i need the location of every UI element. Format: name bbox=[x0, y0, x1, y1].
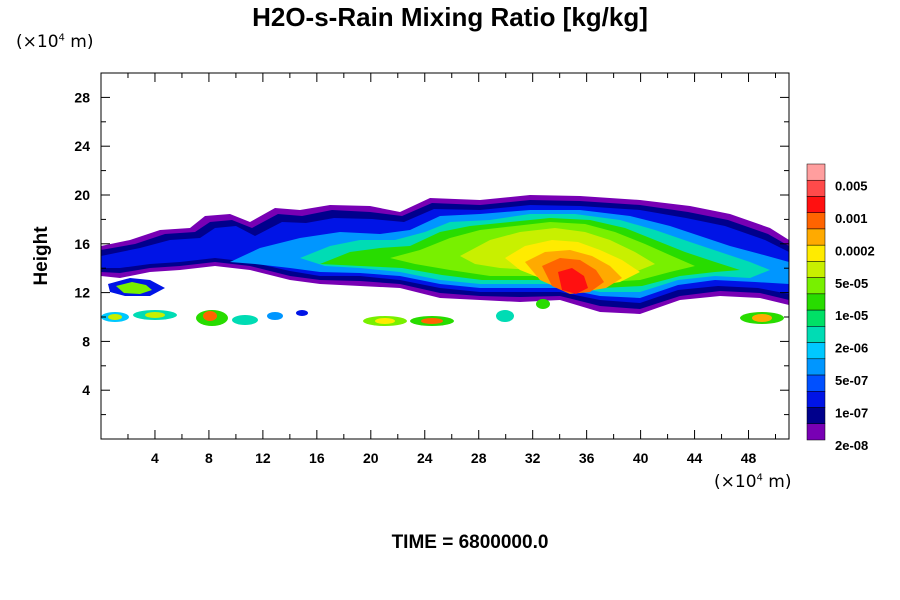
colorbar-swatch bbox=[806, 358, 826, 376]
colorbar-label: 0.0002 bbox=[835, 243, 875, 258]
colorbar-swatch bbox=[806, 212, 826, 230]
x-tick-label: 4 bbox=[151, 450, 159, 466]
y-tick-label: 12 bbox=[74, 285, 90, 301]
colorbar-swatch bbox=[806, 423, 826, 441]
y-tick-label: 4 bbox=[82, 382, 90, 398]
colorbar-label: 2e-08 bbox=[835, 438, 868, 453]
colorbar-label: 2e-06 bbox=[835, 341, 868, 356]
chart-title: H2O-s-Rain Mixing Ratio [kg/kg] bbox=[252, 2, 648, 32]
colorbar-swatch bbox=[806, 391, 826, 408]
core-red bbox=[558, 268, 588, 294]
y-tick-label: 28 bbox=[74, 89, 90, 105]
low-patch-9 bbox=[496, 310, 514, 322]
colorbar-label: 1e-05 bbox=[835, 308, 868, 323]
heatmap-field bbox=[101, 195, 789, 326]
colorbar-swatch bbox=[806, 163, 826, 181]
colorbar-swatch bbox=[806, 407, 826, 425]
colorbar-swatch bbox=[806, 261, 826, 278]
colorbar-swatch bbox=[806, 196, 826, 213]
time-label: TIME = 6800000.0 bbox=[391, 532, 549, 553]
colorbar-label: 5e-05 bbox=[835, 276, 868, 291]
x-tick-label: 12 bbox=[255, 450, 271, 466]
low-patch-2-core bbox=[145, 312, 165, 318]
colorbar-swatch bbox=[806, 277, 826, 295]
colorbar-swatch bbox=[806, 179, 826, 197]
low-patch-11-core bbox=[752, 314, 772, 322]
left-patch-core bbox=[116, 282, 152, 294]
low-patch-3-core bbox=[203, 311, 217, 321]
colorbar-label: 1e-07 bbox=[835, 406, 868, 421]
colorbar-swatch bbox=[806, 309, 826, 327]
low-patch-6 bbox=[296, 310, 308, 316]
colorbar-label: 5e-07 bbox=[835, 373, 868, 388]
x-tick-label: 44 bbox=[687, 450, 703, 466]
colorbar-swatch bbox=[806, 342, 826, 360]
y-tick-label: 20 bbox=[74, 187, 90, 203]
x-tick-label: 48 bbox=[741, 450, 757, 466]
low-patch-5 bbox=[267, 312, 283, 320]
colorbar-label: 0.005 bbox=[835, 178, 868, 193]
colorbar-swatch bbox=[806, 326, 826, 343]
plot-frame bbox=[100, 72, 790, 440]
low-patch-4 bbox=[232, 315, 258, 325]
x-tick-label: 28 bbox=[471, 450, 487, 466]
y-axis-unit: (×104 m) bbox=[16, 32, 94, 52]
low-patch-1-core bbox=[108, 314, 122, 320]
x-tick-label: 16 bbox=[309, 450, 325, 466]
colorbar: 0.005 0.001 0.0002 5e-05 1e-05 2e-06 5e-07 1e-0… bbox=[806, 163, 875, 453]
x-tick-label: 36 bbox=[579, 450, 595, 466]
low-patch-10 bbox=[536, 299, 550, 309]
colorbar-swatch bbox=[806, 293, 826, 311]
colorbar-swatch bbox=[806, 228, 826, 246]
x-tick-label: 8 bbox=[205, 450, 213, 466]
colorbar-swatch bbox=[806, 374, 826, 392]
x-tick-label: 24 bbox=[417, 450, 433, 466]
x-axis-unit: (×104 m) bbox=[714, 472, 792, 492]
x-tick-label: 40 bbox=[633, 450, 649, 466]
y-tick-label: 16 bbox=[74, 236, 90, 252]
colorbar-swatch bbox=[806, 244, 826, 262]
y-tick-label: 8 bbox=[82, 333, 90, 349]
low-patch-7-core bbox=[375, 318, 395, 324]
low-patch-8-core bbox=[421, 318, 443, 324]
x-tick-label: 32 bbox=[525, 450, 541, 466]
x-tick-label: 20 bbox=[363, 450, 379, 466]
colorbar-label: 0.001 bbox=[835, 211, 868, 226]
y-tick-label: 24 bbox=[74, 138, 90, 154]
